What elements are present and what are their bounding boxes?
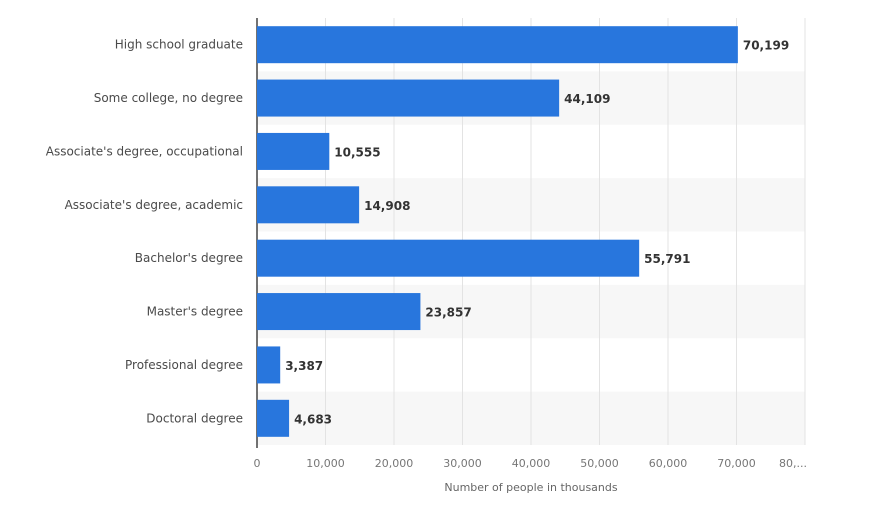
data-label: 10,555 — [334, 145, 380, 159]
x-axis-title: Number of people in thousands — [444, 481, 618, 494]
data-label: 4,683 — [294, 412, 332, 426]
data-label: 55,791 — [644, 252, 690, 266]
x-tick-label: 40,000 — [512, 457, 551, 470]
data-label: 3,387 — [285, 359, 323, 373]
bar — [257, 293, 421, 331]
category-label: Professional degree — [125, 358, 243, 372]
bar — [257, 132, 330, 170]
data-label: 23,857 — [425, 306, 471, 320]
category-label: Associate's degree, occupational — [46, 144, 243, 158]
category-label: Bachelor's degree — [135, 251, 243, 265]
x-tick-label: 30,000 — [443, 457, 482, 470]
data-label: 14,908 — [364, 199, 410, 213]
x-tick-label: 80,... — [779, 457, 807, 470]
bar — [257, 346, 281, 384]
category-label: Master's degree — [147, 305, 243, 319]
x-tick-label: 20,000 — [375, 457, 414, 470]
bar — [257, 26, 738, 64]
x-tick-label: 70,000 — [717, 457, 756, 470]
category-label: Associate's degree, academic — [65, 198, 243, 212]
category-label: High school graduate — [115, 38, 243, 52]
category-label: Doctoral degree — [146, 411, 243, 425]
data-label: 44,109 — [564, 92, 610, 106]
x-tick-label: 0 — [254, 457, 261, 470]
bar — [257, 79, 560, 117]
data-label: 70,199 — [743, 39, 789, 53]
bar — [257, 186, 360, 224]
x-tick-label: 60,000 — [649, 457, 688, 470]
x-tick-label: 10,000 — [306, 457, 345, 470]
bar — [257, 399, 290, 437]
x-tick-label: 50,000 — [580, 457, 619, 470]
bar — [257, 239, 640, 277]
category-label: Some college, no degree — [94, 91, 243, 105]
